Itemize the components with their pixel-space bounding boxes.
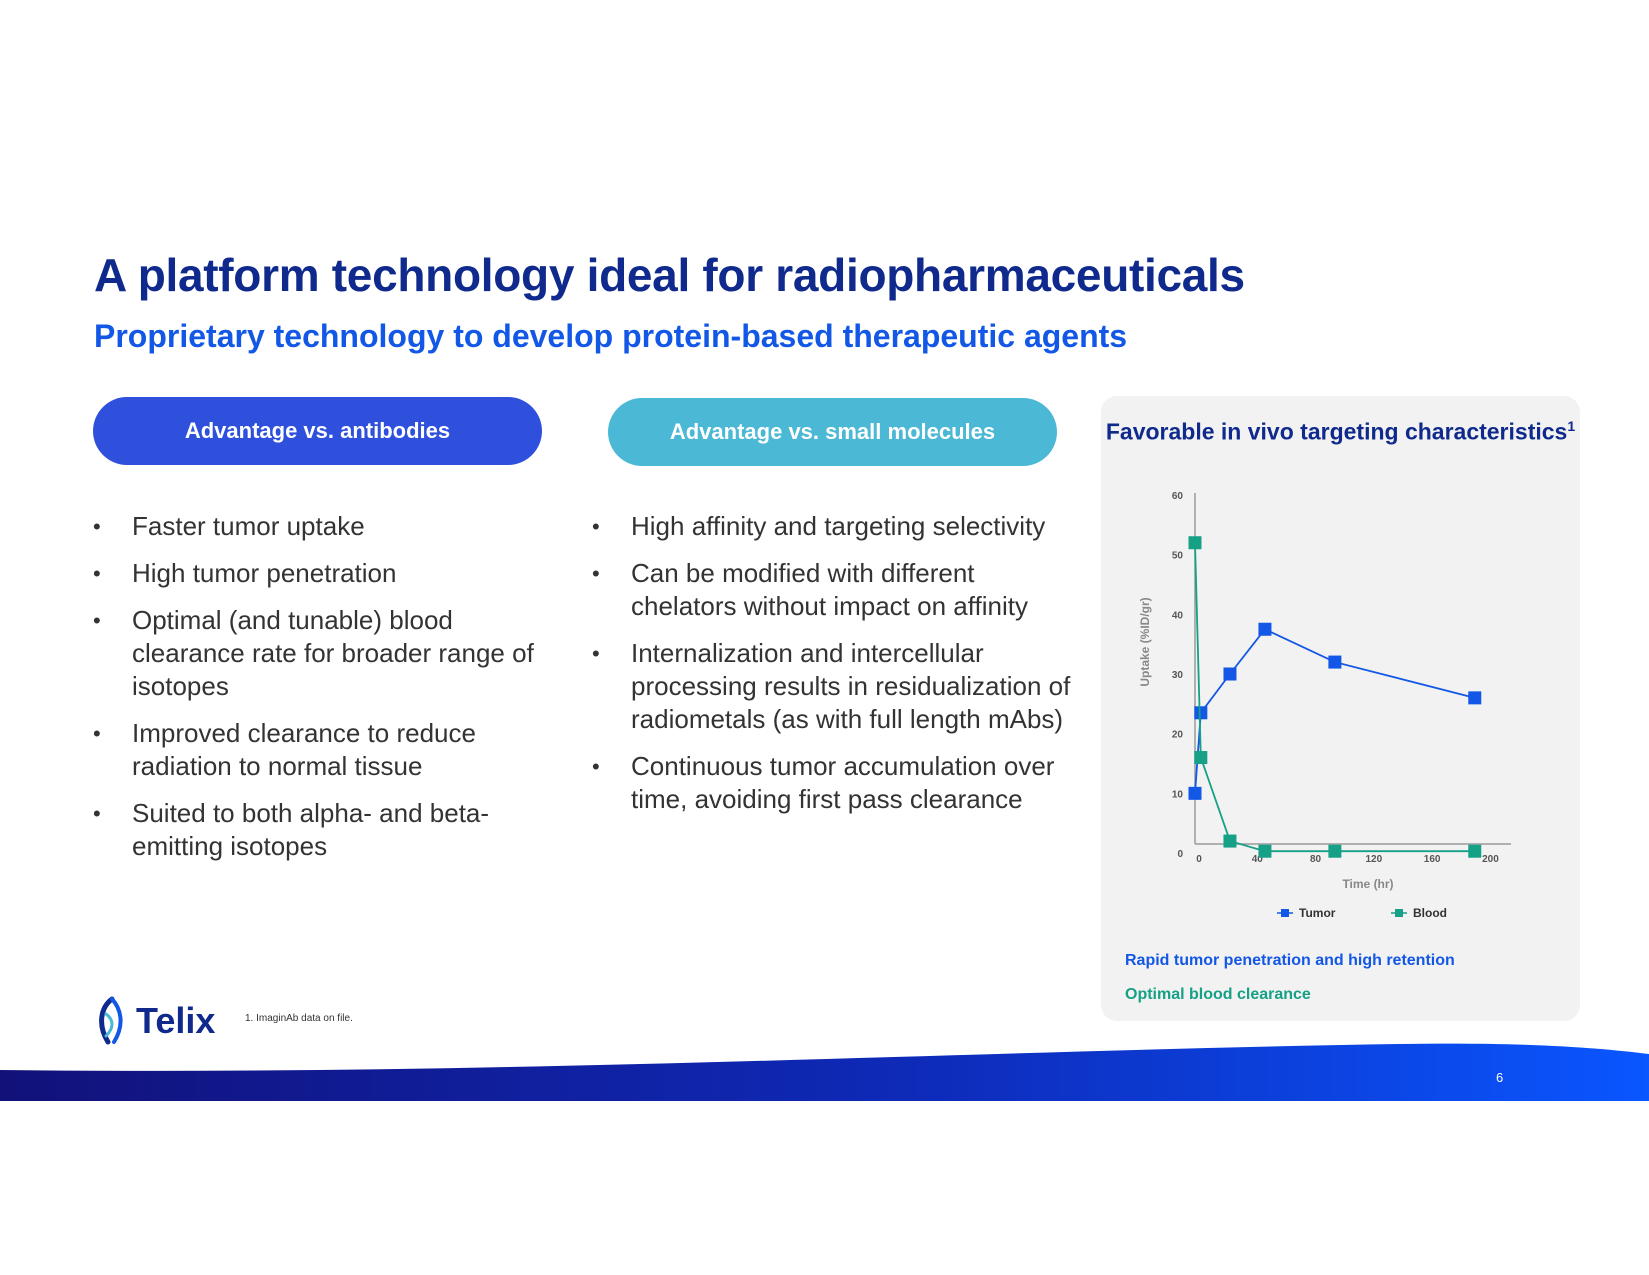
heading-antibodies: Advantage vs. antibodies [93,397,542,465]
x-tick-label: 80 [1310,854,1322,865]
y-tick-label: 10 [1172,789,1184,800]
legend-marker-blood [1395,909,1403,917]
x-tick-label: 160 [1424,854,1441,865]
blood-caption: Optimal blood clearance [1125,986,1311,1003]
telix-logo-text: Telix [136,1000,216,1041]
y-tick-label: 30 [1172,670,1184,681]
x-axis-label: Time (hr) [1342,877,1393,891]
list-item: Suited to both alpha- and beta-emitting … [93,797,553,863]
legend-label-blood: Blood [1413,906,1447,920]
x-tick-label: 0 [1196,854,1202,865]
slide-title: A platform technology ideal for radiopha… [94,249,1245,301]
list-item: Continuous tumor accumulation over time,… [592,750,1082,816]
series-line-tumor [1194,628,1475,794]
chart-panel [1101,396,1580,1021]
data-point-blood [1328,844,1342,858]
list-item: Improved clearance to reduce radiation t… [93,717,553,783]
list-item: High affinity and targeting selectivity [592,510,1082,543]
y-axis-label: Uptake (%ID/gr) [1138,597,1152,686]
uptake-chart: 0 10 20 30 40 50 60 0 40 80 120 160 200 Time (hr) Upta… [1138,491,1511,920]
small-molecules-advantages-list: High affinity and targeting selectivity … [592,510,1082,830]
telix-logo-icon [99,996,123,1045]
heading-small-molecules: Advantage vs. small molecules [608,398,1057,466]
footer-wave [0,1043,1649,1101]
list-item: Internalization and intercellular proces… [592,637,1082,736]
list-item: Can be modified with different chelators… [592,557,1082,623]
data-point-blood [1194,751,1208,765]
footnote-marker: 1 [1567,418,1576,434]
chart-panel-title: Favorable in vivo targeting characterist… [1101,412,1580,447]
x-tick-label: 40 [1252,854,1264,865]
data-point-tumor [1468,691,1482,705]
antibodies-advantages-list: Faster tumor uptake High tumor penetrati… [93,510,553,877]
data-point-tumor [1188,786,1202,800]
legend-label-tumor: Tumor [1299,906,1336,920]
y-tick-label: 0 [1177,849,1183,860]
data-point-tumor [1258,622,1272,636]
x-tick-label: 120 [1366,854,1383,865]
data-point-blood [1258,844,1272,858]
data-point-blood [1188,536,1202,550]
series-line-blood [1194,542,1475,853]
y-tick-label: 60 [1172,491,1184,502]
tumor-caption: Rapid tumor penetration and high retenti… [1125,952,1455,969]
slide-subtitle: Proprietary technology to develop protei… [94,318,1128,354]
data-point-blood [1468,844,1482,858]
y-tick-label: 50 [1172,551,1184,562]
telix-logo: Telix [92,996,215,1046]
list-item: Faster tumor uptake [93,510,553,543]
data-point-tumor [1223,667,1237,681]
y-tick-label: 20 [1172,730,1184,741]
data-point-blood [1223,834,1237,848]
legend-marker-tumor [1281,909,1289,917]
chart-panel-title-text: Favorable in vivo targeting characterist… [1105,418,1568,445]
data-point-tumor [1328,655,1342,669]
list-item: Optimal (and tunable) blood clearance ra… [93,604,553,703]
footnote: 1. ImaginAb data on file. [245,1013,353,1024]
list-item: High tumor penetration [93,557,553,590]
x-tick-label: 200 [1482,854,1499,865]
y-tick-label: 40 [1172,610,1184,621]
data-point-tumor [1194,706,1208,720]
page-number: 6 [1496,1070,1504,1085]
